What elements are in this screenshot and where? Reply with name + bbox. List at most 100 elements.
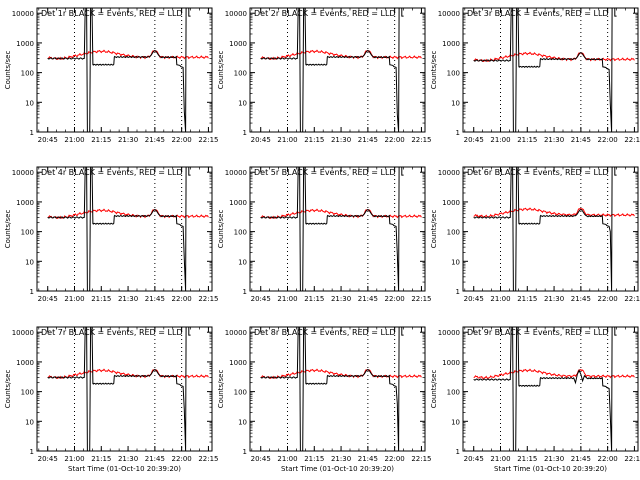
- x-tick-label: 22:15: [411, 136, 431, 144]
- lld-series-line: [47, 208, 209, 219]
- y-tick-label: 100: [447, 389, 460, 397]
- events-series-line: [473, 166, 617, 292]
- y-tick-label: 1: [30, 288, 34, 296]
- lld-series-line: [260, 49, 422, 60]
- panel-8: Det 8r BLACK = Events, RED = LLD Counts/s…: [217, 326, 432, 473]
- y-tick-label: 10000: [12, 329, 34, 337]
- y-axis-label: Counts/sec: [4, 51, 12, 90]
- x-tick-label: 21:30: [544, 295, 564, 303]
- x-tick-label: 22:15: [411, 455, 431, 463]
- y-tick-label: 10: [451, 99, 460, 107]
- x-tick-label: 22:00: [385, 455, 405, 463]
- y-tick-label: 10000: [12, 169, 34, 177]
- lld-series-line: [260, 368, 422, 379]
- x-tick-label: 21:00: [277, 295, 297, 303]
- y-tick-label: 10: [238, 99, 247, 107]
- y-tick-label: 100: [234, 389, 247, 397]
- events-series-line: [473, 326, 617, 452]
- y-tick-label: 1000: [442, 199, 460, 207]
- x-tick-label: 21:45: [358, 455, 378, 463]
- events-series-line: [260, 326, 404, 452]
- y-tick-label: 100: [447, 229, 460, 237]
- y-tick-label: 1000: [442, 40, 460, 48]
- y-tick-label: 10000: [12, 10, 34, 18]
- lld-series-line: [473, 51, 635, 63]
- y-tick-label: 1000: [229, 199, 247, 207]
- x-tick-label: 21:30: [544, 455, 564, 463]
- y-tick-label: 1: [456, 129, 460, 137]
- y-tick-label: 10: [25, 418, 34, 426]
- y-tick-label: 10000: [225, 10, 247, 18]
- x-tick-label: 21:45: [571, 136, 591, 144]
- plot-frame: [462, 7, 639, 133]
- panel-title: Det 1r BLACK = Events, RED = LLD: [41, 9, 183, 18]
- x-tick-label: 21:15: [304, 455, 324, 463]
- y-tick-label: 10000: [438, 10, 460, 18]
- x-tick-label: 21:15: [304, 136, 324, 144]
- x-tick-label: 20:45: [38, 295, 58, 303]
- x-tick-label: 22:00: [598, 136, 618, 144]
- x-tick-label: 21:00: [64, 455, 84, 463]
- x-tick-label: 21:30: [331, 455, 351, 463]
- panel-3: Det 3r BLACK = Events, RED = LLD Counts/s…: [430, 7, 640, 144]
- plot-frame: [462, 166, 639, 292]
- x-tick-label: 21:30: [331, 295, 351, 303]
- y-tick-label: 1: [243, 448, 247, 456]
- plot-frame: [249, 326, 426, 452]
- lld-series-line: [47, 368, 209, 379]
- y-axis-label: Counts/sec: [4, 210, 12, 249]
- x-tick-label: 22:15: [624, 136, 640, 144]
- x-tick-label: 21:45: [358, 136, 378, 144]
- x-tick-label: 22:15: [624, 295, 640, 303]
- lld-series-line: [473, 368, 635, 379]
- x-axis-label: Start Time (01-Oct-10 20:39:20): [494, 465, 607, 473]
- y-tick-label: 1: [30, 129, 34, 137]
- plot-frame: [462, 326, 639, 452]
- plot-frame: [249, 7, 426, 133]
- x-tick-label: 20:45: [464, 455, 484, 463]
- plot-frame: [36, 326, 213, 452]
- x-tick-label: 21:00: [490, 295, 510, 303]
- y-axis-label: Counts/sec: [430, 210, 438, 249]
- x-tick-label: 21:00: [277, 455, 297, 463]
- x-tick-label: 20:45: [251, 136, 271, 144]
- events-series-line: [260, 7, 404, 133]
- lld-series-line: [473, 207, 635, 218]
- y-tick-label: 100: [21, 229, 34, 237]
- plot-frame: [249, 166, 426, 292]
- x-tick-label: 22:00: [385, 136, 405, 144]
- y-axis-label: Counts/sec: [217, 370, 225, 409]
- y-tick-label: 1000: [229, 359, 247, 367]
- panel-title: Det 3r BLACK = Events, RED = LLD: [467, 9, 609, 18]
- y-tick-label: 1: [30, 448, 34, 456]
- events-series-line: [473, 7, 617, 133]
- y-tick-label: 100: [234, 229, 247, 237]
- panel-title: Det 6r BLACK = Events, RED = LLD: [467, 168, 609, 177]
- x-tick-label: 20:45: [464, 295, 484, 303]
- panel-title: Det 5r BLACK = Events, RED = LLD: [254, 168, 396, 177]
- x-tick-label: 20:45: [464, 136, 484, 144]
- panel-title: Det 7r BLACK = Events, RED = LLD: [41, 328, 183, 337]
- x-tick-label: 21:30: [118, 455, 138, 463]
- events-series-line: [47, 326, 191, 452]
- x-tick-label: 22:15: [411, 295, 431, 303]
- x-tick-label: 20:45: [38, 136, 58, 144]
- lld-series-line: [47, 49, 209, 60]
- x-tick-label: 22:00: [172, 136, 192, 144]
- y-tick-label: 10: [25, 258, 34, 266]
- y-tick-label: 10000: [225, 169, 247, 177]
- y-tick-label: 10: [25, 99, 34, 107]
- panel-7: Det 7r BLACK = Events, RED = LLD Counts/s…: [4, 326, 219, 473]
- x-tick-label: 22:15: [198, 455, 218, 463]
- x-tick-label: 21:00: [490, 455, 510, 463]
- y-axis-label: Counts/sec: [217, 51, 225, 90]
- y-tick-label: 100: [21, 70, 34, 78]
- x-tick-label: 21:15: [91, 455, 111, 463]
- x-tick-label: 21:15: [517, 136, 537, 144]
- x-tick-label: 20:45: [251, 295, 271, 303]
- y-tick-label: 10: [238, 418, 247, 426]
- events-series-line: [47, 7, 191, 133]
- x-tick-label: 21:00: [277, 136, 297, 144]
- y-tick-label: 100: [234, 70, 247, 78]
- x-tick-label: 21:15: [91, 295, 111, 303]
